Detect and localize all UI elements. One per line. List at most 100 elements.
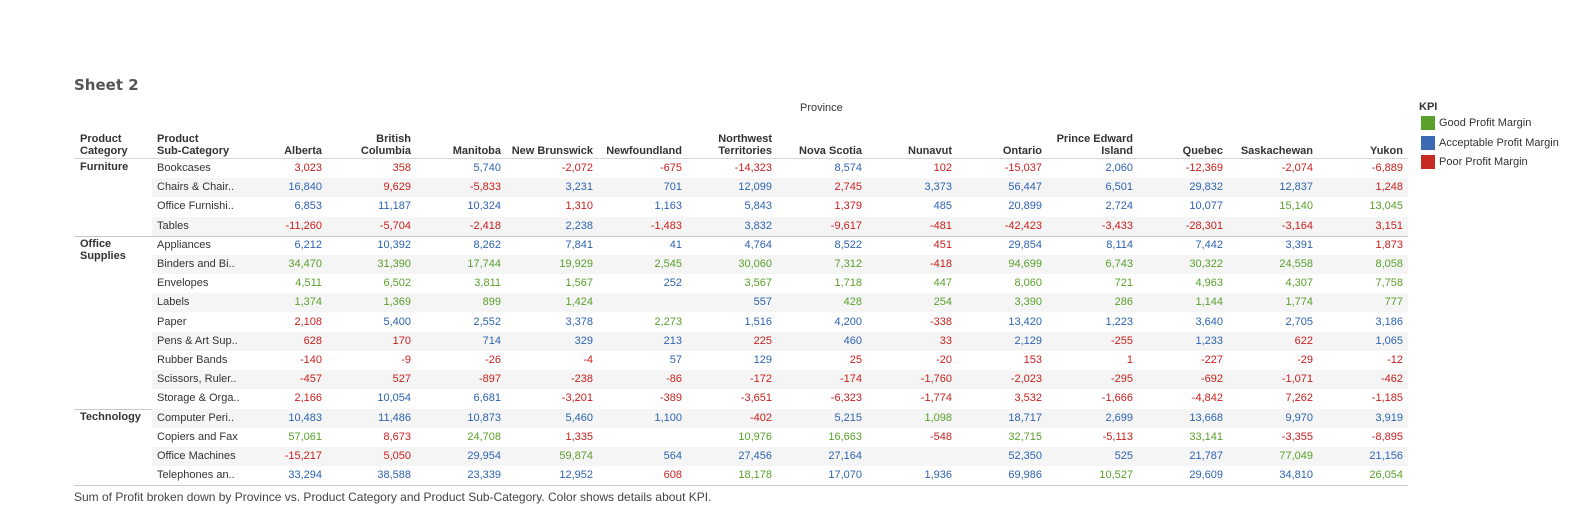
profit-cell[interactable]: 21,156 xyxy=(1369,450,1403,462)
profit-cell[interactable]: 1,936 xyxy=(924,469,952,481)
profit-cell[interactable]: 9,629 xyxy=(383,181,411,193)
profit-cell[interactable]: -897 xyxy=(478,373,501,385)
profit-cell[interactable]: -140 xyxy=(299,354,322,366)
profit-cell[interactable]: 19,929 xyxy=(559,258,593,270)
profit-cell[interactable]: 2,060 xyxy=(1105,162,1133,174)
profit-cell[interactable]: 3,390 xyxy=(1014,296,1042,308)
profit-cell[interactable]: 27,164 xyxy=(828,450,862,462)
profit-cell[interactable]: 5,215 xyxy=(834,412,862,424)
profit-cell[interactable]: 15,140 xyxy=(1279,200,1313,212)
subcategory-label[interactable]: Scissors, Ruler.. xyxy=(157,373,237,385)
profit-cell[interactable]: 460 xyxy=(843,335,862,347)
profit-cell[interactable]: 153 xyxy=(1023,354,1042,366)
profit-cell[interactable]: 721 xyxy=(1114,277,1133,289)
profit-cell[interactable]: 10,054 xyxy=(377,392,411,404)
profit-cell[interactable]: 3,231 xyxy=(565,181,593,193)
profit-cell[interactable]: 628 xyxy=(303,335,322,347)
profit-cell[interactable]: 4,764 xyxy=(744,239,772,251)
profit-cell[interactable]: 252 xyxy=(663,277,682,289)
profit-cell[interactable]: 33 xyxy=(939,335,952,347)
profit-cell[interactable]: 213 xyxy=(663,335,682,347)
profit-cell[interactable]: 29,832 xyxy=(1189,181,1223,193)
profit-cell[interactable]: 32,715 xyxy=(1008,431,1042,443)
profit-cell[interactable]: 24,708 xyxy=(467,431,501,443)
profit-cell[interactable]: 329 xyxy=(574,335,593,347)
profit-cell[interactable]: 25 xyxy=(849,354,862,366)
profit-cell[interactable]: 17,070 xyxy=(828,469,862,481)
profit-cell[interactable]: -26 xyxy=(485,354,501,366)
profit-cell[interactable]: 2,724 xyxy=(1105,200,1133,212)
profit-cell[interactable]: 1 xyxy=(1126,354,1133,366)
profit-cell[interactable]: 485 xyxy=(933,200,952,212)
profit-cell[interactable]: 2,166 xyxy=(294,392,322,404)
profit-cell[interactable]: -5,113 xyxy=(1102,431,1133,443)
profit-cell[interactable]: 31,390 xyxy=(377,258,411,270)
profit-cell[interactable]: 6,501 xyxy=(1105,181,1133,193)
subcategory-label[interactable]: Bookcases xyxy=(157,162,211,174)
profit-cell[interactable]: -5,833 xyxy=(469,181,501,193)
subcategory-label[interactable]: Office Furnishi.. xyxy=(157,200,234,212)
profit-cell[interactable]: 102 xyxy=(933,162,952,174)
subcategory-label[interactable]: Labels xyxy=(157,296,190,308)
profit-cell[interactable]: -2,418 xyxy=(469,220,501,232)
profit-cell[interactable]: 1,567 xyxy=(565,277,593,289)
profit-cell[interactable]: -12,369 xyxy=(1185,162,1223,174)
profit-cell[interactable]: -11,260 xyxy=(285,220,323,232)
profit-cell[interactable]: 6,212 xyxy=(294,239,322,251)
profit-cell[interactable]: -295 xyxy=(1110,373,1133,385)
profit-cell[interactable]: 1,100 xyxy=(654,412,682,424)
profit-cell[interactable]: 8,060 xyxy=(1014,277,1042,289)
subcategory-label[interactable]: Copiers and Fax xyxy=(157,431,238,443)
profit-cell[interactable]: 608 xyxy=(663,469,682,481)
subcategory-label[interactable]: Computer Peri.. xyxy=(157,412,235,424)
profit-cell[interactable]: 777 xyxy=(1384,296,1403,308)
profit-cell[interactable]: 1,774 xyxy=(1285,296,1313,308)
profit-cell[interactable]: 13,045 xyxy=(1369,200,1403,212)
profit-cell[interactable]: 7,841 xyxy=(565,239,593,251)
profit-cell[interactable]: 1,335 xyxy=(565,431,593,443)
profit-cell[interactable]: 12,099 xyxy=(738,181,772,193)
profit-cell[interactable]: 1,163 xyxy=(654,200,682,212)
profit-cell[interactable]: 3,567 xyxy=(744,277,772,289)
profit-cell[interactable]: -462 xyxy=(1380,373,1403,385)
subcategory-label[interactable]: Chairs & Chair.. xyxy=(157,181,235,193)
profit-cell[interactable]: -1,760 xyxy=(920,373,952,385)
profit-cell[interactable]: -14,323 xyxy=(734,162,772,174)
profit-cell[interactable]: 451 xyxy=(933,239,952,251)
profit-cell[interactable]: 30,322 xyxy=(1189,258,1223,270)
profit-cell[interactable]: 1,233 xyxy=(1195,335,1223,347)
profit-cell[interactable]: 1,374 xyxy=(294,296,322,308)
profit-cell[interactable]: -1,071 xyxy=(1281,373,1313,385)
profit-cell[interactable]: 29,854 xyxy=(1008,239,1042,251)
subcategory-label[interactable]: Tables xyxy=(157,220,189,232)
profit-cell[interactable]: -9,617 xyxy=(830,220,862,232)
profit-cell[interactable]: 10,976 xyxy=(738,431,772,443)
profit-cell[interactable]: 12,952 xyxy=(559,469,593,481)
profit-cell[interactable]: -15,217 xyxy=(284,450,322,462)
profit-cell[interactable]: 26,054 xyxy=(1369,469,1403,481)
profit-cell[interactable]: 2,699 xyxy=(1105,412,1133,424)
profit-cell[interactable]: 286 xyxy=(1114,296,1133,308)
profit-cell[interactable]: 4,200 xyxy=(834,316,862,328)
profit-cell[interactable]: 7,758 xyxy=(1375,277,1403,289)
profit-cell[interactable]: 225 xyxy=(753,335,772,347)
profit-cell[interactable]: 1,379 xyxy=(834,200,862,212)
profit-cell[interactable]: -3,355 xyxy=(1281,431,1313,443)
profit-cell[interactable]: -3,164 xyxy=(1281,220,1313,232)
subcategory-label[interactable]: Appliances xyxy=(157,239,211,251)
profit-cell[interactable]: -548 xyxy=(929,431,952,443)
profit-cell[interactable]: 6,502 xyxy=(383,277,411,289)
profit-cell[interactable]: -172 xyxy=(749,373,772,385)
profit-cell[interactable]: 1,424 xyxy=(565,296,593,308)
profit-cell[interactable]: -255 xyxy=(1110,335,1133,347)
profit-cell[interactable]: -15,037 xyxy=(1004,162,1042,174)
profit-cell[interactable]: 23,339 xyxy=(467,469,501,481)
profit-cell[interactable]: 1,065 xyxy=(1375,335,1403,347)
profit-cell[interactable]: 29,954 xyxy=(467,450,501,462)
subcategory-label[interactable]: Paper xyxy=(157,316,187,328)
profit-cell[interactable]: 20,899 xyxy=(1008,200,1042,212)
profit-cell[interactable]: 899 xyxy=(482,296,501,308)
profit-cell[interactable]: 8,114 xyxy=(1106,239,1133,251)
profit-cell[interactable]: 10,527 xyxy=(1099,469,1133,481)
profit-cell[interactable]: 1,223 xyxy=(1105,316,1133,328)
